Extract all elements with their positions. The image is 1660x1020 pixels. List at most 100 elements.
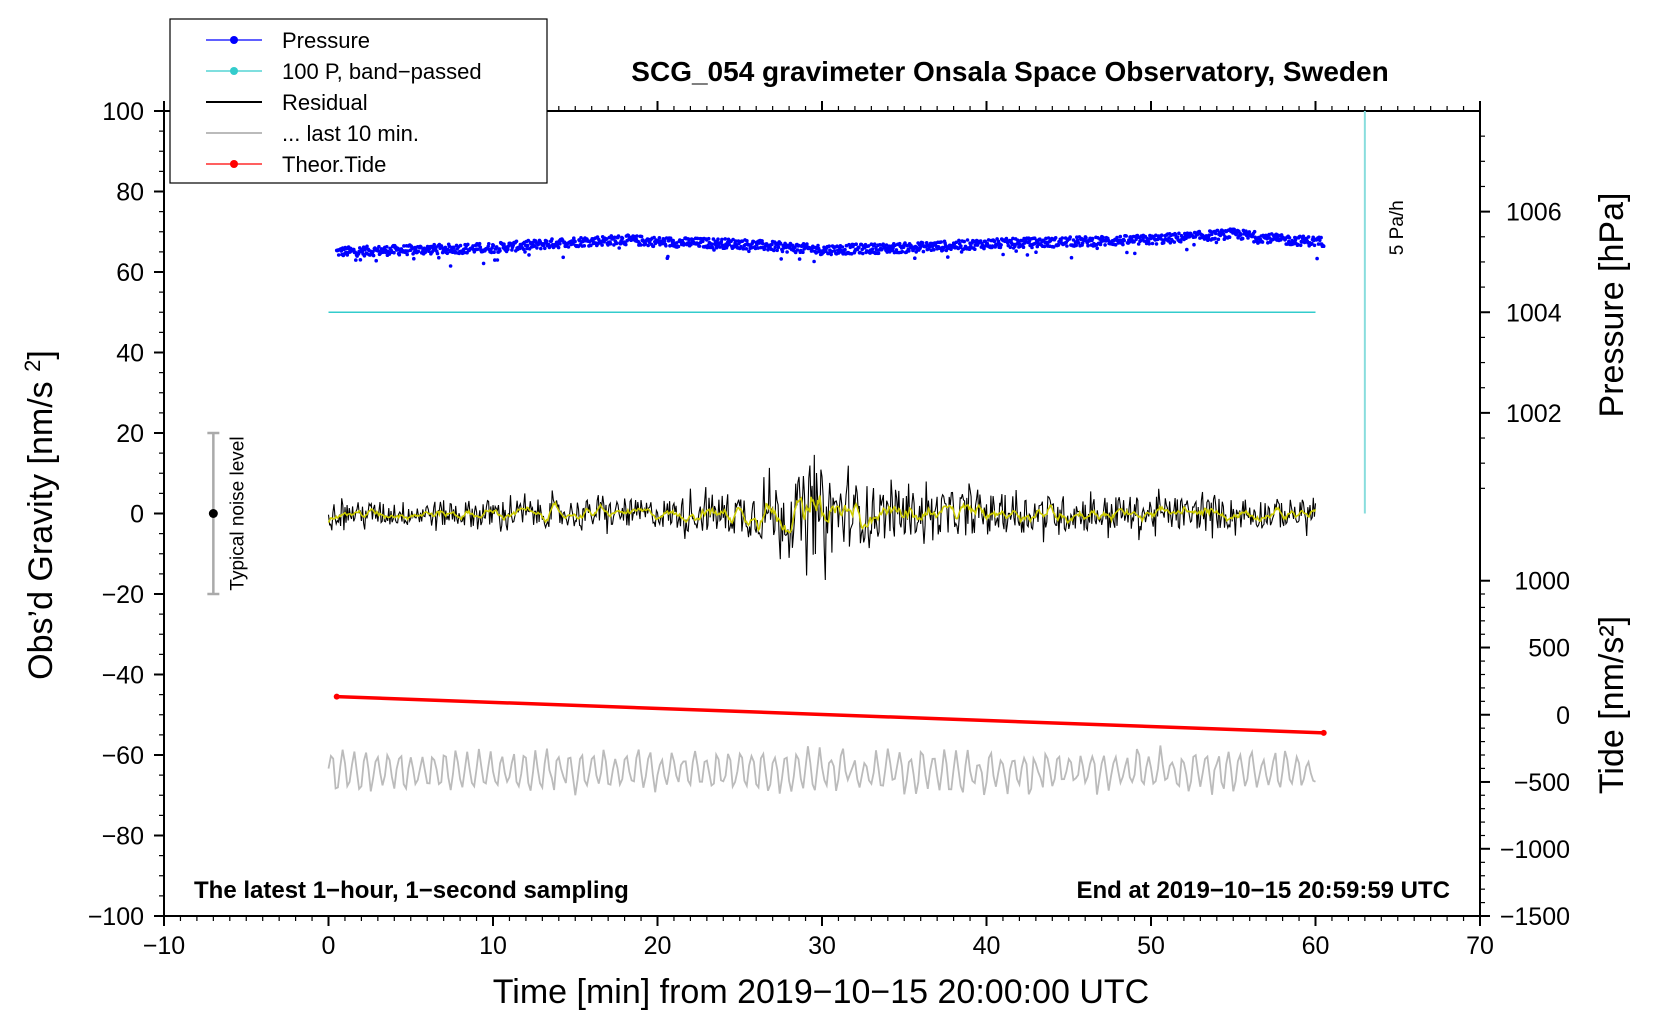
y-tick-label: 80 <box>116 179 144 207</box>
pressure-point <box>1004 236 1009 241</box>
y-tick-label: 0 <box>130 501 144 529</box>
pressure-point <box>775 248 779 253</box>
pressure-point <box>1312 243 1317 248</box>
pressure-point <box>982 246 986 251</box>
series-pressure <box>334 227 1326 268</box>
pressure-point <box>1121 242 1125 247</box>
pressure-point <box>1069 255 1074 260</box>
pressure-point <box>810 248 814 253</box>
pressure-point <box>785 250 789 254</box>
pressure-point <box>570 239 574 243</box>
pressure-point <box>437 255 441 260</box>
pressure-point <box>1077 241 1081 245</box>
pressure-point <box>1065 244 1069 248</box>
pressure-point <box>1075 235 1079 239</box>
pressure-point <box>573 239 577 244</box>
series-residual-smoothed-line <box>327 495 1317 534</box>
pressure-point <box>741 247 746 251</box>
y-tick-label: −60 <box>102 742 144 770</box>
pressure-point <box>676 244 681 249</box>
y-tick-label: −100 <box>88 903 144 931</box>
pressure-point <box>1267 236 1272 240</box>
pressure-point <box>612 243 616 247</box>
pressure-point <box>336 253 341 257</box>
theor-tide-point <box>333 693 340 700</box>
pressure-point <box>944 248 949 253</box>
pressure-point <box>1315 256 1319 261</box>
pressure-point <box>1022 236 1026 241</box>
pressure-point <box>727 242 731 247</box>
pressure-point <box>946 255 950 259</box>
pressure-point <box>903 241 907 245</box>
pressure-point <box>1033 241 1038 246</box>
y-tick-label: −40 <box>102 662 144 690</box>
y-tick-label: −80 <box>102 823 144 851</box>
pressure-point <box>1095 246 1099 251</box>
pressure-point <box>745 239 749 243</box>
pressure-point <box>1113 243 1118 247</box>
pressure-point <box>416 249 421 254</box>
pressure-point <box>413 247 418 252</box>
pressure-point <box>652 235 656 240</box>
pressure-point <box>1132 240 1136 244</box>
pressure-point <box>1086 243 1090 248</box>
pressure-point <box>849 252 854 256</box>
pressure-point <box>921 249 926 254</box>
pressure-point <box>1014 249 1018 253</box>
pressure-point <box>1218 233 1223 238</box>
pressure-point <box>447 244 452 248</box>
pressure-point <box>662 239 667 243</box>
pressure-point <box>1145 236 1150 241</box>
pressure-point <box>371 250 375 254</box>
pressure-point <box>494 245 499 249</box>
pressure-point <box>1213 236 1217 241</box>
pressure-point <box>571 242 575 246</box>
pressure-point <box>1321 244 1326 248</box>
pressure-point <box>891 245 895 250</box>
series-last-10-min-line <box>327 745 1316 796</box>
pressure-point <box>1177 231 1181 236</box>
pressure-point <box>1025 253 1030 257</box>
pressure-point <box>1018 244 1022 249</box>
pressure-point <box>651 244 656 249</box>
pressure-point <box>712 248 716 252</box>
pressure-point <box>1179 239 1183 244</box>
legend-swatch-dot <box>230 36 238 44</box>
pressure-point <box>556 245 561 250</box>
pressure-point <box>1052 245 1056 249</box>
pressure-point <box>1173 232 1178 237</box>
pressure-point <box>1175 235 1180 239</box>
pressure-point <box>410 246 415 251</box>
pressure-point <box>545 239 549 244</box>
pressure-point <box>358 258 363 262</box>
pressure-point <box>701 239 705 243</box>
pressure-point <box>624 242 628 247</box>
x-axis-title: Time [min] from 2019−10−15 20:00:00 UTC <box>493 973 1149 1011</box>
pressure-point <box>464 246 468 251</box>
pressure-point <box>614 241 619 246</box>
pressure-point <box>491 243 496 248</box>
pressure-point <box>756 246 760 250</box>
pressure-point <box>920 241 925 245</box>
tide-tick-label: 500 <box>1528 635 1570 663</box>
pressure-point <box>481 261 486 266</box>
pressure-point <box>1136 242 1141 246</box>
pressure-point <box>773 245 777 250</box>
pressure-point <box>1215 228 1220 233</box>
pressure-point <box>1310 241 1314 246</box>
x-tick-label: 0 <box>322 932 336 960</box>
pressure-point <box>360 249 365 254</box>
y-axis-title-pressure: Pressure [hPa] <box>1593 193 1631 418</box>
pressure-point <box>835 244 839 248</box>
y-tick-label: 100 <box>102 98 144 126</box>
pressure-point <box>352 247 356 252</box>
pressure-point <box>445 251 450 256</box>
pressure-point <box>1053 236 1058 240</box>
pressure-point <box>579 236 583 240</box>
series-residual-line <box>327 454 1317 581</box>
pressure-point <box>697 244 702 248</box>
pressure-point <box>385 245 389 249</box>
pressure-point <box>510 248 514 252</box>
noise-bar-label: Typical noise level <box>227 436 248 590</box>
pressure-point <box>377 244 381 249</box>
